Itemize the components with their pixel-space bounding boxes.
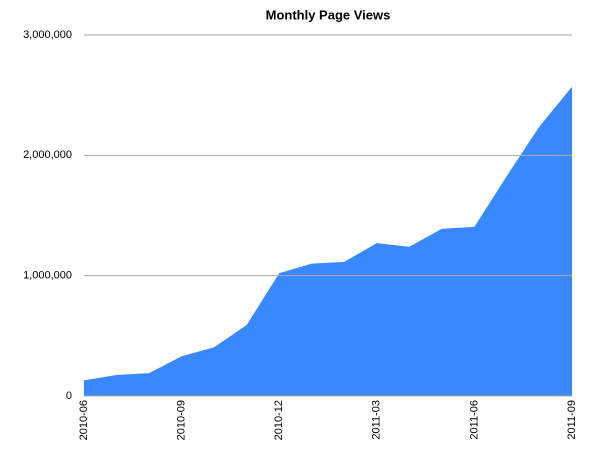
area (84, 86, 572, 396)
x-tick-label: 2011-06 (468, 400, 480, 440)
x-tick-label: 2010-12 (273, 400, 285, 440)
x-tick-label: 2010-06 (78, 400, 90, 440)
y-tick-label: 2,000,000 (23, 149, 72, 161)
y-tick-label: 0 (66, 390, 72, 402)
x-tick-label: 2011-03 (371, 400, 383, 440)
y-tick-label: 1,000,000 (23, 270, 72, 282)
y-tick-label: 3,000,000 (23, 29, 72, 41)
x-tick-label: 2011-09 (566, 400, 578, 440)
chart-title: Monthly Page Views (266, 7, 391, 22)
x-tick-label: 2010-09 (176, 400, 188, 440)
